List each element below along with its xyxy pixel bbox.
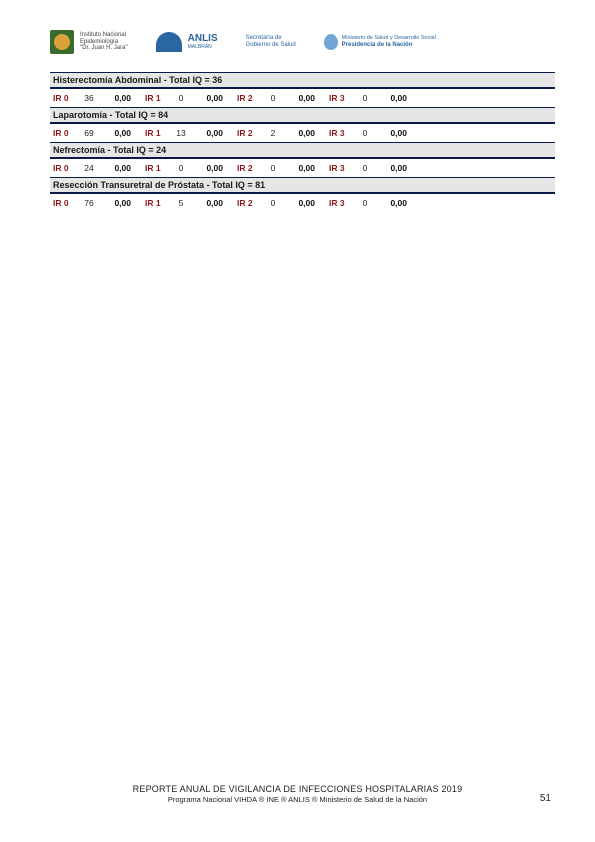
escudo-icon bbox=[324, 34, 338, 50]
ir1-label: IR 1 bbox=[145, 128, 169, 138]
ir0-rate: 0,00 bbox=[101, 163, 131, 173]
ir2-label: IR 2 bbox=[237, 163, 261, 173]
ine-line2: Epidemiología bbox=[80, 39, 128, 46]
ir3-rate: 0,00 bbox=[377, 198, 407, 208]
pres-text: Ministerio de Salud y Desarrollo Social … bbox=[342, 35, 436, 48]
section-reseccion: Resección Transuretral de Próstata - Tot… bbox=[50, 177, 555, 212]
logo-strip: Instituto Nacional Epidemiología "Dr. Ju… bbox=[50, 30, 555, 54]
anlis-title: ANLIS bbox=[188, 34, 218, 44]
section-header: Histerectomía Abdominal - Total IQ = 36 bbox=[50, 72, 555, 89]
section-histerectomia: Histerectomía Abdominal - Total IQ = 36 … bbox=[50, 72, 555, 107]
ir2-label: IR 2 bbox=[237, 198, 261, 208]
ir2-val: 2 bbox=[261, 128, 285, 138]
ir1-rate: 0,00 bbox=[193, 163, 223, 173]
section-header: Nefrectomía - Total IQ = 24 bbox=[50, 142, 555, 159]
ir2-val: 0 bbox=[261, 163, 285, 173]
ir3-label: IR 3 bbox=[329, 198, 353, 208]
ir0-val: 69 bbox=[77, 128, 101, 138]
section-header: Resección Transuretral de Próstata - Tot… bbox=[50, 177, 555, 194]
section-laparotomia: Laparotomía - Total IQ = 84 IR 0 69 0,00… bbox=[50, 107, 555, 142]
report-page: Instituto Nacional Epidemiología "Dr. Ju… bbox=[0, 0, 595, 212]
ir1-label: IR 1 bbox=[145, 93, 169, 103]
ir0-label: IR 0 bbox=[53, 93, 77, 103]
ir1-label: IR 1 bbox=[145, 163, 169, 173]
ir0-val: 36 bbox=[77, 93, 101, 103]
ine-shield-icon bbox=[50, 30, 74, 54]
ir2-val: 0 bbox=[261, 198, 285, 208]
anlis-dome-icon bbox=[156, 32, 182, 52]
ine-text: Instituto Nacional Epidemiología "Dr. Ju… bbox=[80, 32, 128, 52]
ir3-rate: 0,00 bbox=[377, 93, 407, 103]
ir2-rate: 0,00 bbox=[285, 128, 315, 138]
table-row: IR 0 24 0,00 IR 1 0 0,00 IR 2 0 0,00 IR … bbox=[50, 159, 555, 177]
ir3-rate: 0,00 bbox=[377, 163, 407, 173]
logo-ine: Instituto Nacional Epidemiología "Dr. Ju… bbox=[50, 30, 128, 54]
ir0-label: IR 0 bbox=[53, 198, 77, 208]
ir0-label: IR 0 bbox=[53, 128, 77, 138]
ir1-label: IR 1 bbox=[145, 198, 169, 208]
ir3-rate: 0,00 bbox=[377, 128, 407, 138]
section-nefrectomia: Nefrectomía - Total IQ = 24 IR 0 24 0,00… bbox=[50, 142, 555, 177]
ir2-rate: 0,00 bbox=[285, 163, 315, 173]
section-header: Laparotomía - Total IQ = 84 bbox=[50, 107, 555, 124]
ir0-val: 24 bbox=[77, 163, 101, 173]
ine-line1: Instituto Nacional bbox=[80, 32, 128, 39]
ir1-val: 0 bbox=[169, 93, 193, 103]
ir2-rate: 0,00 bbox=[285, 93, 315, 103]
logo-secretaria: Secretaría de Gobierno de Salud bbox=[246, 35, 296, 49]
ir3-label: IR 3 bbox=[329, 93, 353, 103]
sec-line1: Secretaría de bbox=[246, 35, 296, 42]
ir0-rate: 0,00 bbox=[101, 128, 131, 138]
ir1-rate: 0,00 bbox=[193, 128, 223, 138]
table-row: IR 0 36 0,00 IR 1 0 0,00 IR 2 0 0,00 IR … bbox=[50, 89, 555, 107]
ir3-val: 0 bbox=[353, 128, 377, 138]
ir0-rate: 0,00 bbox=[101, 93, 131, 103]
page-number: 51 bbox=[540, 793, 551, 804]
logo-presidencia: Ministerio de Salud y Desarrollo Social … bbox=[324, 34, 436, 50]
ir3-val: 0 bbox=[353, 198, 377, 208]
table-row: IR 0 76 0,00 IR 1 5 0,00 IR 2 0 0,00 IR … bbox=[50, 194, 555, 212]
ir2-label: IR 2 bbox=[237, 93, 261, 103]
ir3-label: IR 3 bbox=[329, 128, 353, 138]
ir2-rate: 0,00 bbox=[285, 198, 315, 208]
ir3-val: 0 bbox=[353, 163, 377, 173]
anlis-text-block: ANLIS MALBRÁN bbox=[188, 34, 218, 50]
ir2-label: IR 2 bbox=[237, 128, 261, 138]
ir1-val: 0 bbox=[169, 163, 193, 173]
ir3-val: 0 bbox=[353, 93, 377, 103]
ir1-rate: 0,00 bbox=[193, 198, 223, 208]
ir1-val: 5 bbox=[169, 198, 193, 208]
ir0-rate: 0,00 bbox=[101, 198, 131, 208]
footer-sub: Programa Nacional VIHDA ® INE ® ANLIS ® … bbox=[0, 795, 595, 804]
ir1-rate: 0,00 bbox=[193, 93, 223, 103]
logo-anlis: ANLIS MALBRÁN bbox=[156, 32, 218, 52]
ir0-label: IR 0 bbox=[53, 163, 77, 173]
footer-title: REPORTE ANUAL DE VIGILANCIA DE INFECCION… bbox=[0, 784, 595, 794]
ir1-val: 13 bbox=[169, 128, 193, 138]
sec-line2: Gobierno de Salud bbox=[246, 42, 296, 49]
anlis-sub: MALBRÁN bbox=[188, 44, 218, 50]
footer: REPORTE ANUAL DE VIGILANCIA DE INFECCION… bbox=[0, 784, 595, 804]
ine-line3: "Dr. Juan H. Jara" bbox=[80, 45, 128, 52]
ir3-label: IR 3 bbox=[329, 163, 353, 173]
pres-line1: Ministerio de Salud y Desarrollo Social bbox=[342, 35, 436, 41]
ir0-val: 76 bbox=[77, 198, 101, 208]
pres-line2: Presidencia de la Nación bbox=[342, 42, 436, 49]
table-row: IR 0 69 0,00 IR 1 13 0,00 IR 2 2 0,00 IR… bbox=[50, 124, 555, 142]
ir2-val: 0 bbox=[261, 93, 285, 103]
